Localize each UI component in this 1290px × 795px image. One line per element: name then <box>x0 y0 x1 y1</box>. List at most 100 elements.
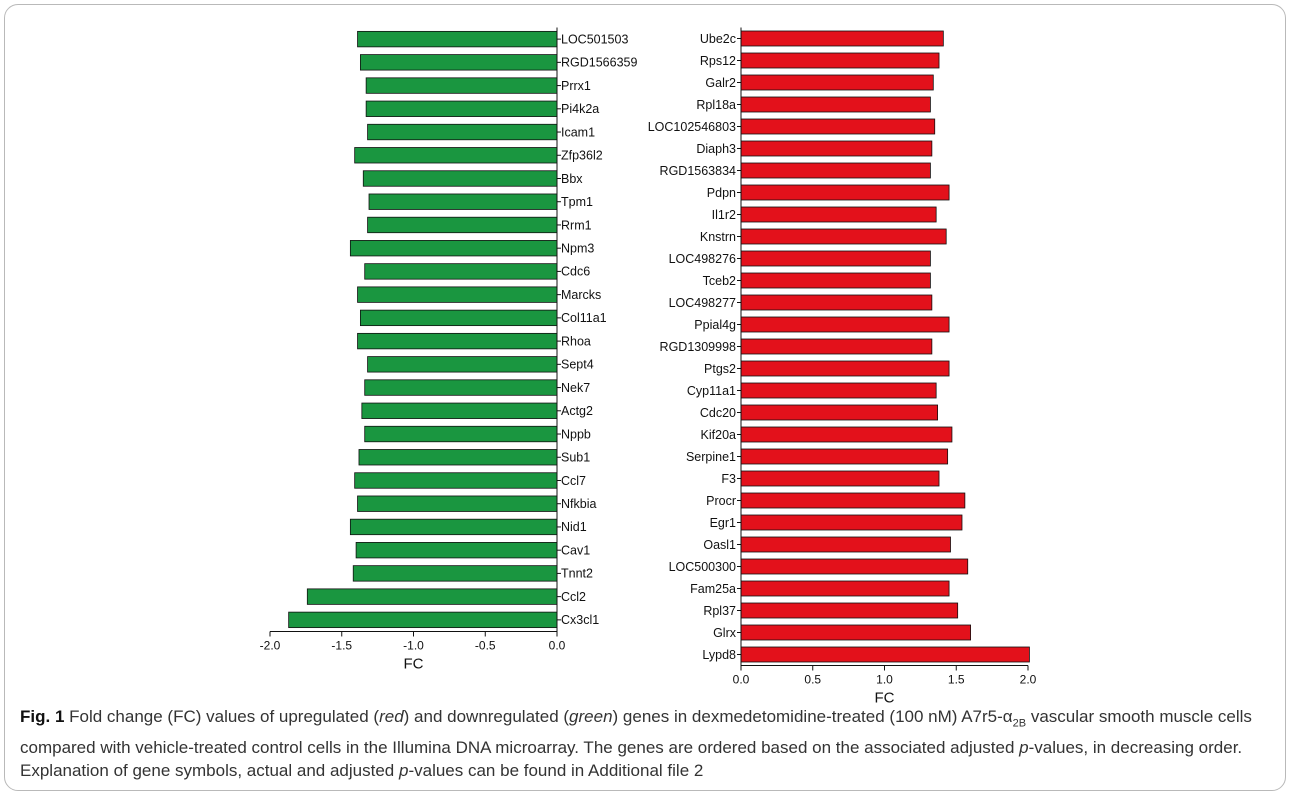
down-tick-label: -1.5 <box>331 638 352 652</box>
down-category-label: Cav1 <box>561 543 590 557</box>
up-category-label: RGD1309998 <box>660 340 736 354</box>
caption-p-word-2: p <box>398 761 409 781</box>
down-category-label: Ccl2 <box>561 590 586 604</box>
down-bar-Nek7 <box>364 379 558 396</box>
down-bar-Nfkbia <box>357 495 558 512</box>
up-tick-label: 1.5 <box>948 673 965 687</box>
up-category-label: Egr1 <box>710 516 736 530</box>
up-bar-LOC102546803 <box>740 118 936 135</box>
up-category-label: LOC498276 <box>669 252 736 266</box>
down-category-label: Pi4k2a <box>561 102 599 116</box>
up-bar-RGD1309998 <box>740 338 933 355</box>
down-category-label: Tpm1 <box>561 195 593 209</box>
caption-text-5: -values, in decreasing order. Explanatio… <box>20 737 1243 781</box>
up-bar-Fam25a <box>740 580 950 597</box>
up-tick-label: 1.0 <box>876 673 893 687</box>
down-bar-Prrx1 <box>365 77 558 94</box>
down-bar-Nid1 <box>349 518 558 536</box>
caption-green-word: green <box>569 707 613 726</box>
up-bar-RGD1563834 <box>740 162 931 179</box>
up-category-label: Serpine1 <box>686 450 736 464</box>
up-bar-Egr1 <box>740 514 963 531</box>
up-bar-Serpine1 <box>740 448 949 465</box>
caption-p-word: p <box>1019 737 1029 757</box>
up-category-label: Diaph3 <box>696 142 736 156</box>
down-category-label: Rrm1 <box>561 218 592 232</box>
up-category-label: Lypd8 <box>702 648 736 662</box>
down-bar-Ccl7 <box>354 472 558 489</box>
down-bar-LOC501503 <box>357 30 558 48</box>
figure-caption: Fig. 1 Fold change (FC) values of upregu… <box>20 705 1270 783</box>
up-category-label: Ppial4g <box>694 318 736 332</box>
down-category-label: Actg2 <box>561 404 593 418</box>
up-category-label: Ube2c <box>700 32 736 46</box>
up-bar-Ppial4g <box>740 316 950 333</box>
up-bar-Oasl1 <box>740 536 951 553</box>
down-tick-label: -0.5 <box>475 638 496 652</box>
down-category-label: Cx3cl1 <box>561 613 599 627</box>
caption-text-4: vascular smooth muscle cells compared wi… <box>20 707 1252 757</box>
up-category-label: Kif20a <box>701 428 736 442</box>
down-category-label: Nfkbia <box>561 497 596 511</box>
up-category-label: Knstrn <box>700 230 736 244</box>
up-bar-Tceb2 <box>740 272 931 289</box>
up-category-label: Glrx <box>713 626 737 640</box>
up-bar-LOC498277 <box>740 294 933 311</box>
down-category-label: Sub1 <box>561 451 590 465</box>
down-bar-Rrm1 <box>367 216 558 234</box>
down-bar-Cdc6 <box>364 263 558 280</box>
up-bar-Knstrn <box>740 228 947 245</box>
up-category-label: LOC500300 <box>669 560 736 574</box>
down-category-label: Npm3 <box>561 241 594 255</box>
up-bar-Pdpn <box>740 184 950 201</box>
up-category-label: Ptgs2 <box>704 362 736 376</box>
down-bar-RGD1566359 <box>359 54 558 71</box>
up-bar-F3 <box>740 470 940 487</box>
up-category-label: Cdc20 <box>700 406 736 420</box>
down-category-label: Prrx1 <box>561 79 591 93</box>
down-category-label: Rhoa <box>561 334 591 348</box>
up-bar-Kif20a <box>740 426 953 443</box>
down-category-label: Cdc6 <box>561 265 590 279</box>
up-bar-Rps12 <box>740 52 940 69</box>
down-category-label: Bbx <box>561 172 583 186</box>
down-bar-Nppb <box>364 425 558 443</box>
down-bar-Bbx <box>362 170 558 187</box>
up-category-label: Rps12 <box>700 54 736 68</box>
up-tick-label: 0.5 <box>804 673 821 687</box>
caption-red-word: red <box>379 707 404 726</box>
down-bar-Zfp36l2 <box>354 147 558 164</box>
down-bar-Marcks <box>357 286 558 303</box>
down-tick-label: 0.0 <box>549 638 566 652</box>
down-category-label: Nppb <box>561 427 591 441</box>
up-category-label: RGD1563834 <box>660 164 736 178</box>
down-category-label: Col11a1 <box>561 311 607 325</box>
up-bar-LOC500300 <box>740 558 969 575</box>
up-category-label: Pdpn <box>707 186 736 200</box>
down-category-label: Ccl7 <box>561 474 586 488</box>
down-category-label: LOC501503 <box>561 32 628 46</box>
up-category-label: Il1r2 <box>712 208 736 222</box>
up-category-label: F3 <box>721 472 736 486</box>
down-category-label: Nid1 <box>561 520 587 534</box>
figure-frame <box>4 4 1286 791</box>
down-bar-Cx3cl1 <box>288 611 558 629</box>
down-bar-Cav1 <box>355 542 558 559</box>
up-tick-label: 2.0 <box>1020 673 1037 687</box>
up-category-label: Rpl18a <box>696 98 736 112</box>
up-bar-Cdc20 <box>740 404 939 421</box>
down-bar-Tnnt2 <box>352 565 558 582</box>
caption-text-6: -values can be found in Additional file … <box>408 761 704 781</box>
up-bar-Glrx <box>740 624 972 641</box>
downregulated-genes-chart: LOC501503 RGD1566359 Prrx1 Pi4k2a Icam1 Zfp36… <box>260 27 637 672</box>
caption-text-3: ) genes in dexmedetomidine-treated (100 … <box>612 707 1013 726</box>
down-tick-label: -2.0 <box>260 638 281 652</box>
down-category-label: Sept4 <box>561 358 594 372</box>
figure-charts: LOC501503 RGD1566359 Prrx1 Pi4k2a Icam1 Zfp36… <box>260 27 1037 705</box>
down-category-label: Icam1 <box>561 125 595 139</box>
down-bar-Npm3 <box>349 240 558 257</box>
down-category-label: Marcks <box>561 288 601 302</box>
down-bar-Rhoa <box>357 332 558 350</box>
caption-text-2: ) and downregulated ( <box>403 707 570 726</box>
down-bar-Sept4 <box>367 356 558 373</box>
